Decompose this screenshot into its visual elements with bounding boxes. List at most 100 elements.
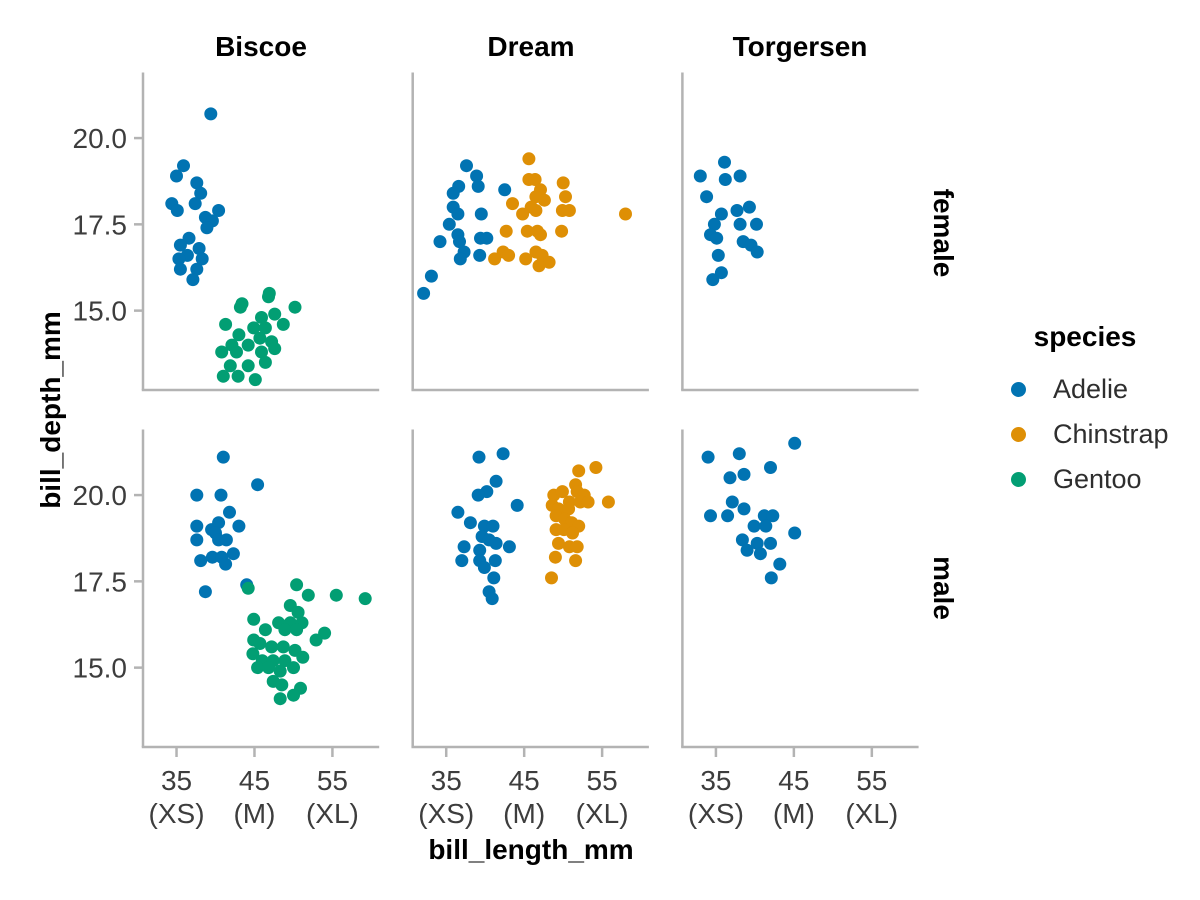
data-point-gentoo	[247, 612, 261, 626]
data-point-adelie	[489, 536, 503, 550]
data-point-gentoo	[230, 345, 243, 359]
data-point-gentoo	[232, 328, 246, 342]
data-point-adelie	[730, 204, 744, 217]
data-point-gentoo	[258, 321, 272, 335]
data-point-adelie	[742, 200, 756, 214]
data-point-chinstrap	[529, 204, 543, 217]
data-point-adelie	[693, 169, 707, 183]
data-point-adelie	[487, 571, 501, 585]
data-point-adelie	[740, 543, 754, 557]
data-point-adelie	[723, 471, 737, 485]
data-point-adelie	[764, 536, 777, 550]
data-point-adelie	[251, 478, 265, 492]
data-point-adelie	[232, 519, 246, 533]
chinstrap-marker-icon	[1011, 427, 1026, 442]
data-point-chinstrap	[562, 502, 576, 516]
data-point-chinstrap	[555, 485, 569, 499]
data-point-adelie	[480, 231, 494, 245]
facet-row-title-male: male	[928, 556, 959, 620]
data-point-adelie	[194, 186, 208, 200]
data-point-adelie	[173, 238, 187, 252]
data-point-adelie	[472, 450, 486, 464]
data-point-adelie	[190, 262, 204, 276]
data-point-adelie	[471, 179, 485, 193]
data-point-adelie	[470, 169, 484, 183]
data-point-adelie	[489, 474, 503, 488]
data-point-adelie	[496, 447, 510, 461]
legend-entry-gentoo: Gentoo	[1004, 457, 1200, 502]
data-point-adelie	[750, 536, 764, 550]
data-point-gentoo	[290, 578, 304, 592]
data-point-chinstrap	[555, 224, 569, 238]
x-tick-label: 45	[509, 765, 540, 796]
legend-title: species	[1033, 321, 1137, 352]
data-point-adelie	[474, 207, 488, 221]
data-point-adelie	[212, 516, 226, 530]
data-point-adelie	[753, 547, 767, 561]
data-point-adelie	[190, 519, 204, 533]
data-point-gentoo	[255, 345, 268, 359]
data-point-adelie	[488, 554, 502, 568]
data-point-adelie	[177, 159, 190, 173]
data-point-adelie	[223, 505, 236, 519]
data-point-chinstrap	[569, 554, 583, 568]
legend-entries: Adelie Chinstrap Gentoo	[1004, 367, 1200, 502]
data-point-adelie	[451, 207, 465, 221]
data-point-gentoo	[287, 661, 300, 675]
data-point-adelie	[718, 155, 731, 169]
data-point-gentoo	[253, 331, 267, 345]
data-point-adelie	[170, 204, 184, 217]
data-point-chinstrap	[572, 464, 586, 478]
data-point-gentoo	[223, 359, 237, 373]
data-point-chinstrap	[534, 228, 547, 242]
data-point-adelie	[205, 550, 219, 564]
y-tick-label: 15.0	[73, 296, 128, 327]
legend: species Adelie Chinstrap Gentoo	[1004, 322, 1200, 502]
data-point-chinstrap	[545, 571, 558, 585]
data-point-adelie	[471, 488, 485, 502]
data-point-adelie	[788, 526, 802, 540]
data-point-chinstrap	[488, 252, 502, 266]
data-point-gentoo	[278, 623, 292, 637]
data-point-adelie	[204, 107, 218, 121]
data-point-adelie	[446, 186, 460, 200]
data-point-adelie	[424, 269, 438, 283]
y-tick-label: 15.0	[73, 653, 128, 684]
data-point-adelie	[737, 467, 751, 481]
data-point-adelie	[473, 248, 487, 262]
x-tick-sublabel: (XL)	[845, 798, 898, 829]
data-point-adelie	[190, 176, 204, 190]
data-point-adelie	[764, 571, 778, 585]
data-point-chinstrap	[532, 259, 546, 273]
x-tick-sublabel: (M)	[233, 798, 275, 829]
x-tick-sublabel: (XS)	[688, 798, 744, 829]
data-point-adelie	[732, 447, 746, 461]
data-point-gentoo	[246, 647, 260, 661]
data-point-adelie	[212, 204, 226, 217]
data-point-adelie	[735, 533, 749, 547]
data-point-adelie	[460, 159, 473, 173]
data-point-chinstrap	[537, 193, 551, 207]
data-point-chinstrap	[619, 207, 632, 221]
data-point-adelie	[733, 169, 747, 183]
data-point-gentoo	[309, 633, 323, 647]
data-point-chinstrap	[542, 255, 556, 269]
legend-entry-adelie: Adelie	[1004, 367, 1200, 412]
data-point-adelie	[750, 245, 764, 259]
data-point-chinstrap	[581, 495, 595, 509]
data-point-adelie	[700, 190, 714, 204]
data-point-adelie	[502, 540, 516, 554]
data-point-gentoo	[265, 640, 279, 654]
data-point-adelie	[773, 557, 787, 571]
data-point-adelie	[453, 252, 467, 266]
data-point-chinstrap	[556, 176, 570, 190]
x-tick-label: 45	[778, 765, 809, 796]
data-point-adelie	[192, 242, 206, 255]
data-point-adelie	[718, 173, 732, 186]
data-point-adelie	[188, 197, 202, 211]
facet-row-title-female: female	[928, 188, 959, 278]
data-point-gentoo	[296, 650, 310, 664]
data-point-adelie	[498, 183, 512, 197]
data-point-chinstrap	[559, 190, 572, 204]
